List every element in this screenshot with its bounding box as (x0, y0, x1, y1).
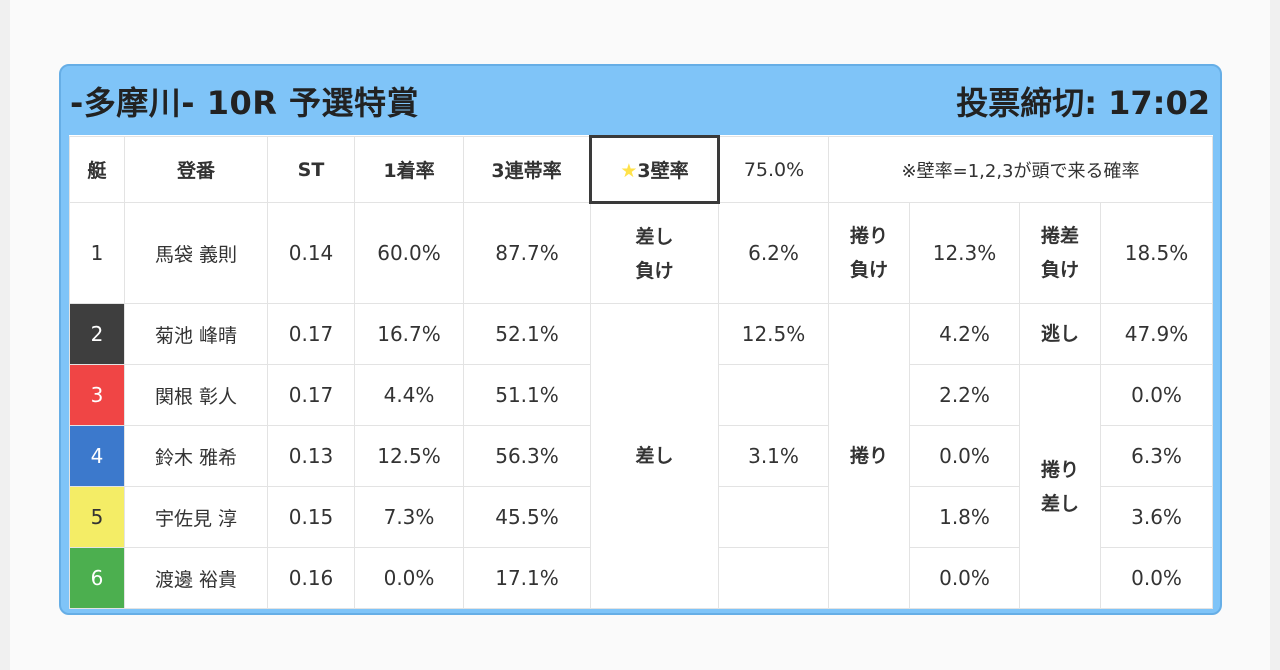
makuri-rate: 2.2% (909, 364, 1020, 426)
racer-st: 0.13 (267, 425, 355, 487)
racer-top3-rate: 51.1% (463, 364, 591, 426)
table-row: 2 菊池 峰晴 0.17 16.7% 52.1% 差し 12.5% 捲り 4.2… (69, 303, 1214, 609)
makuri-rate: 1.8% (909, 486, 1020, 548)
wall-rate-label: 3壁率 (637, 160, 689, 182)
waku-cell: 5 (69, 486, 125, 548)
makurizashi-rate: 6.3% (1099, 425, 1214, 487)
racer-top3-rate: 45.5% (463, 486, 591, 548)
makuri-make-label: 捲り 負け (828, 202, 910, 304)
racer-top3-rate: 87.7% (463, 202, 591, 304)
header-win-rate: 1着率 (354, 136, 464, 203)
makurizashi-label: 捲り 差し (1019, 364, 1101, 609)
makurizashi-make-label: 捲差 負け (1019, 202, 1101, 304)
sashi-make-label: 差し 負け (590, 202, 719, 304)
makuri-rate: 0.0% (909, 425, 1020, 487)
racer-st: 0.15 (267, 486, 355, 548)
table-row: 4 鈴木 雅希 0.13 12.5% 56.3% 3.1% 0.0% 6.3% (69, 425, 1214, 487)
page-edge-left (0, 0, 10, 670)
racer-st: 0.17 (267, 364, 355, 426)
racer-top3-rate: 17.1% (463, 547, 591, 609)
racer-name: 渡邊 裕貴 (124, 547, 268, 609)
racer-win-rate: 12.5% (354, 425, 464, 487)
racer-top3-rate: 52.1% (463, 303, 591, 365)
racer-name: 関根 彰人 (124, 364, 268, 426)
sashi-make-rate: 6.2% (718, 202, 829, 304)
header-row: 艇 登番 ST 1着率 3連帯率 ★3壁率 75.0% ※壁率=1,2,3が頭で… (69, 135, 1214, 204)
makuri-rate: 0.0% (909, 547, 1020, 609)
racer-win-rate: 60.0% (354, 202, 464, 304)
racer-win-rate: 4.4% (354, 364, 464, 426)
sashi-rate (718, 547, 829, 609)
sashi-rate: 12.5% (718, 303, 829, 365)
header-toban: 登番 (124, 136, 268, 203)
wall-rate-badge: ★3壁率 (589, 135, 720, 204)
racer-name: 馬袋 義則 (124, 202, 268, 304)
makuri-label: 捲り (828, 303, 910, 609)
table-row: 3 関根 彰人 0.17 4.4% 51.1% 2.2% 捲り 差し 0.0% (69, 364, 1214, 609)
nige-rate: 47.9% (1099, 303, 1214, 365)
racer-name: 鈴木 雅希 (124, 425, 268, 487)
page-edge-right (1270, 0, 1280, 670)
waku-cell: 1 (69, 202, 125, 304)
racer-st: 0.14 (267, 202, 355, 304)
racer-top3-rate: 56.3% (463, 425, 591, 487)
table-row: 6 渡邊 裕貴 0.16 0.0% 17.1% 0.0% 0.0% (69, 547, 1214, 609)
table-row: 1 馬袋 義則 0.14 60.0% 87.7% 差し 負け 6.2% 捲り 負け … (69, 202, 1214, 304)
wall-rate-note: ※壁率=1,2,3が頭で来る確率 (827, 136, 1214, 203)
sashi-rate (718, 486, 829, 548)
waku-cell: 3 (69, 364, 125, 426)
racer-win-rate: 16.7% (354, 303, 464, 365)
nige-label: 逃し (1019, 303, 1101, 365)
waku-cell: 2 (69, 303, 125, 365)
waku-cell: 4 (69, 425, 125, 487)
makurizashi-rate: 0.0% (1099, 547, 1214, 609)
header-top3-rate: 3連帯率 (463, 136, 591, 203)
racer-st: 0.16 (267, 547, 355, 609)
waku-cell: 6 (69, 547, 125, 609)
vote-deadline: 投票締切: 17:02 (956, 84, 1210, 122)
sashi-rate (718, 364, 829, 426)
racer-win-rate: 0.0% (354, 547, 464, 609)
wall-rate-value: 75.0% (718, 136, 829, 203)
table-row: 5 宇佐見 淳 0.15 7.3% 45.5% 1.8% 3.6% (69, 486, 1214, 548)
star-icon: ★ (620, 160, 638, 182)
racer-name: 菊池 峰晴 (124, 303, 268, 365)
sashi-rate: 3.1% (718, 425, 829, 487)
racer-win-rate: 7.3% (354, 486, 464, 548)
racer-st: 0.17 (267, 303, 355, 365)
sashi-label: 差し (590, 303, 719, 609)
race-table: 艇 登番 ST 1着率 3連帯率 ★3壁率 75.0% ※壁率=1,2,3が頭で… (69, 135, 1214, 609)
header-waku: 艇 (69, 136, 125, 203)
makurizashi-rate: 0.0% (1099, 364, 1214, 426)
header-st: ST (267, 136, 355, 203)
race-title: -多摩川- 10R 予選特賞 (70, 84, 420, 122)
racer-name: 宇佐見 淳 (124, 486, 268, 548)
makuri-make-rate: 12.3% (909, 202, 1020, 304)
makurizashi-make-rate: 18.5% (1099, 202, 1214, 304)
makurizashi-rate: 3.6% (1099, 486, 1214, 548)
makuri-rate: 4.2% (909, 303, 1020, 365)
